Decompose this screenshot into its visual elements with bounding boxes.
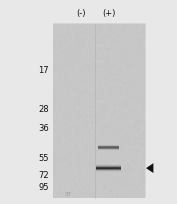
Bar bbox=[98, 146, 119, 147]
Bar bbox=[96, 165, 121, 166]
Bar bbox=[53, 24, 145, 198]
Bar bbox=[96, 170, 121, 171]
Text: 95: 95 bbox=[38, 182, 49, 191]
Text: 17: 17 bbox=[38, 66, 49, 75]
Text: 37: 37 bbox=[65, 191, 72, 196]
Bar bbox=[96, 164, 121, 165]
Text: 55: 55 bbox=[38, 154, 49, 163]
Bar bbox=[98, 150, 119, 151]
Bar bbox=[96, 168, 121, 169]
Text: 36: 36 bbox=[38, 123, 49, 132]
Text: (-): (-) bbox=[76, 9, 85, 18]
Bar bbox=[96, 170, 121, 171]
Polygon shape bbox=[146, 163, 153, 173]
Bar bbox=[98, 145, 119, 146]
Bar bbox=[96, 167, 121, 168]
Bar bbox=[98, 145, 119, 146]
Bar bbox=[96, 171, 121, 172]
Bar bbox=[96, 166, 121, 167]
Text: 72: 72 bbox=[38, 170, 49, 179]
Bar bbox=[98, 147, 119, 148]
Bar bbox=[96, 172, 121, 173]
Text: 28: 28 bbox=[38, 105, 49, 114]
Bar bbox=[98, 146, 119, 147]
Bar bbox=[96, 166, 121, 167]
Bar bbox=[98, 149, 119, 150]
Bar bbox=[96, 169, 121, 170]
Bar bbox=[96, 167, 121, 168]
Text: (+): (+) bbox=[102, 9, 116, 18]
Bar bbox=[96, 171, 121, 172]
Bar bbox=[98, 148, 119, 149]
Bar bbox=[98, 147, 119, 148]
